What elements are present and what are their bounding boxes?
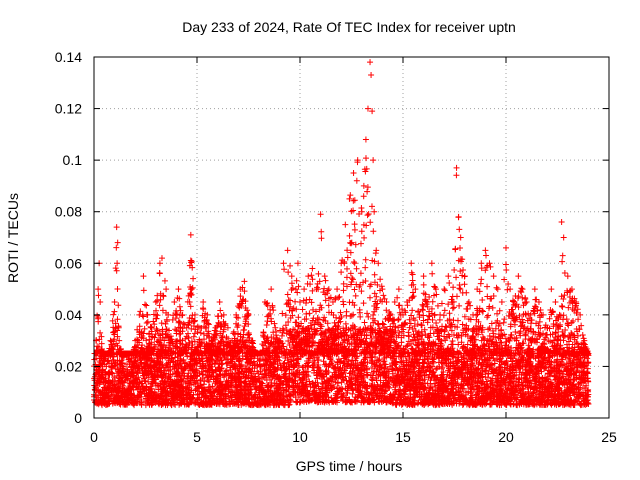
data-point: [489, 375, 496, 382]
data-point: [222, 368, 229, 375]
data-point: [185, 370, 192, 377]
data-point: [262, 361, 269, 368]
data-point: [364, 359, 371, 366]
data-point: [368, 354, 375, 361]
data-point: [398, 401, 405, 408]
data-point: [520, 386, 527, 393]
data-point: [542, 364, 549, 371]
data-point: [439, 364, 446, 371]
data-point: [349, 390, 356, 397]
data-point: [346, 370, 353, 377]
data-point: [354, 353, 361, 360]
data-points: [91, 59, 592, 409]
data-point: [503, 358, 510, 365]
data-point: [325, 326, 332, 333]
data-point: [383, 387, 390, 394]
data-point: [532, 355, 539, 362]
data-point: [435, 359, 442, 366]
data-point: [363, 332, 370, 339]
data-point: [423, 368, 430, 375]
data-point: [368, 327, 375, 334]
data-point: [422, 367, 429, 374]
data-point: [434, 365, 441, 372]
